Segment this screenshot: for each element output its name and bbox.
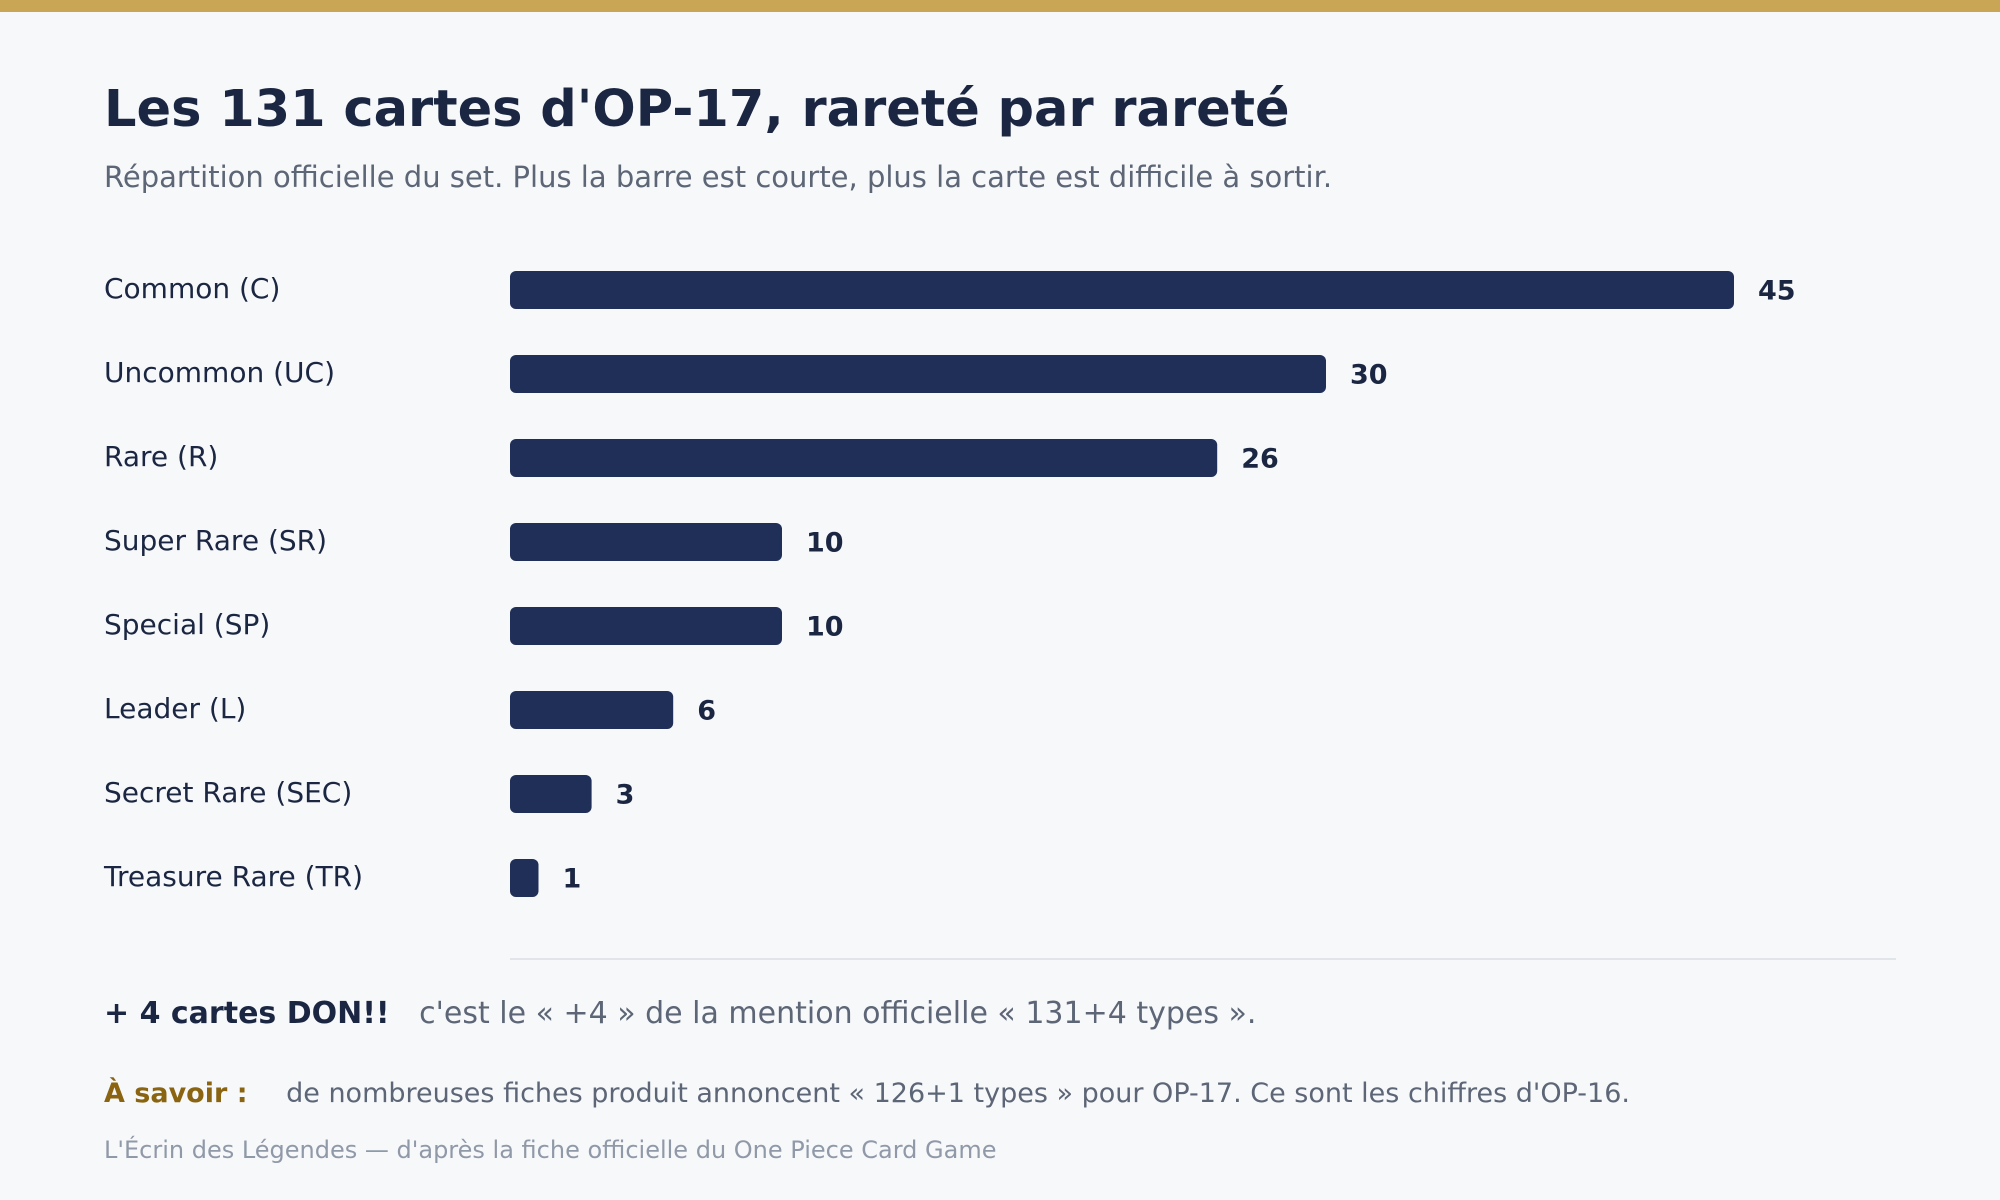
bar-special-sp (510, 607, 782, 645)
category-label-leader-l: Leader (L) (104, 692, 246, 725)
bar-common-c (510, 271, 1734, 309)
don-cards-count: + 4 cartes DON!! (104, 996, 390, 1031)
info-note: À savoir : de nombreuses fiches produit … (104, 1078, 1630, 1109)
chart-title: Les 131 cartes d'OP-17, rareté par raret… (104, 80, 1290, 139)
value-label-leader-l: 6 (697, 696, 716, 727)
value-label-secret-rare-sec: 3 (616, 780, 635, 811)
bar-uncommon-uc (510, 355, 1326, 393)
value-label-treasure-rare-tr: 1 (563, 864, 582, 895)
value-label-super-rare-sr: 10 (806, 528, 844, 559)
source-credit: L'Écrin des Légendes — d'après la fiche … (104, 1136, 997, 1164)
value-label-special-sp: 10 (806, 612, 844, 643)
bar-leader-l (510, 691, 674, 729)
value-label-rare-r: 26 (1241, 444, 1279, 475)
bar-secret-rare-sec (510, 775, 592, 813)
bar-super-rare-sr (510, 523, 782, 561)
don-cards-text: c'est le « +4 » de la mention officielle… (419, 996, 1257, 1031)
chart-subtitle: Répartition officielle du set. Plus la b… (104, 160, 1333, 194)
info-note-label: À savoir : (104, 1078, 248, 1109)
category-label-secret-rare-sec: Secret Rare (SEC) (104, 776, 352, 809)
chart-divider (510, 958, 1896, 960)
category-label-treasure-rare-tr: Treasure Rare (TR) (103, 860, 363, 893)
category-label-super-rare-sr: Super Rare (SR) (104, 524, 327, 557)
info-note-text: de nombreuses fiches produit annoncent «… (286, 1078, 1630, 1109)
don-cards-note: + 4 cartes DON!! c'est le « +4 » de la m… (104, 996, 1256, 1031)
bar-treasure-rare-tr (510, 859, 539, 897)
value-label-uncommon-uc: 30 (1350, 360, 1388, 391)
top-accent-stripe (0, 0, 2000, 12)
category-label-uncommon-uc: Uncommon (UC) (104, 356, 335, 389)
bar-rare-r (510, 439, 1218, 477)
category-label-common-c: Common (C) (104, 272, 280, 305)
rarity-bar-chart: Common (C) 45 Uncommon (UC) 30 Rare (R) 26 Sup… (103, 271, 1796, 897)
value-label-common-c: 45 (1758, 276, 1796, 307)
category-label-rare-r: Rare (R) (104, 440, 218, 473)
category-label-special-sp: Special (SP) (104, 608, 270, 641)
